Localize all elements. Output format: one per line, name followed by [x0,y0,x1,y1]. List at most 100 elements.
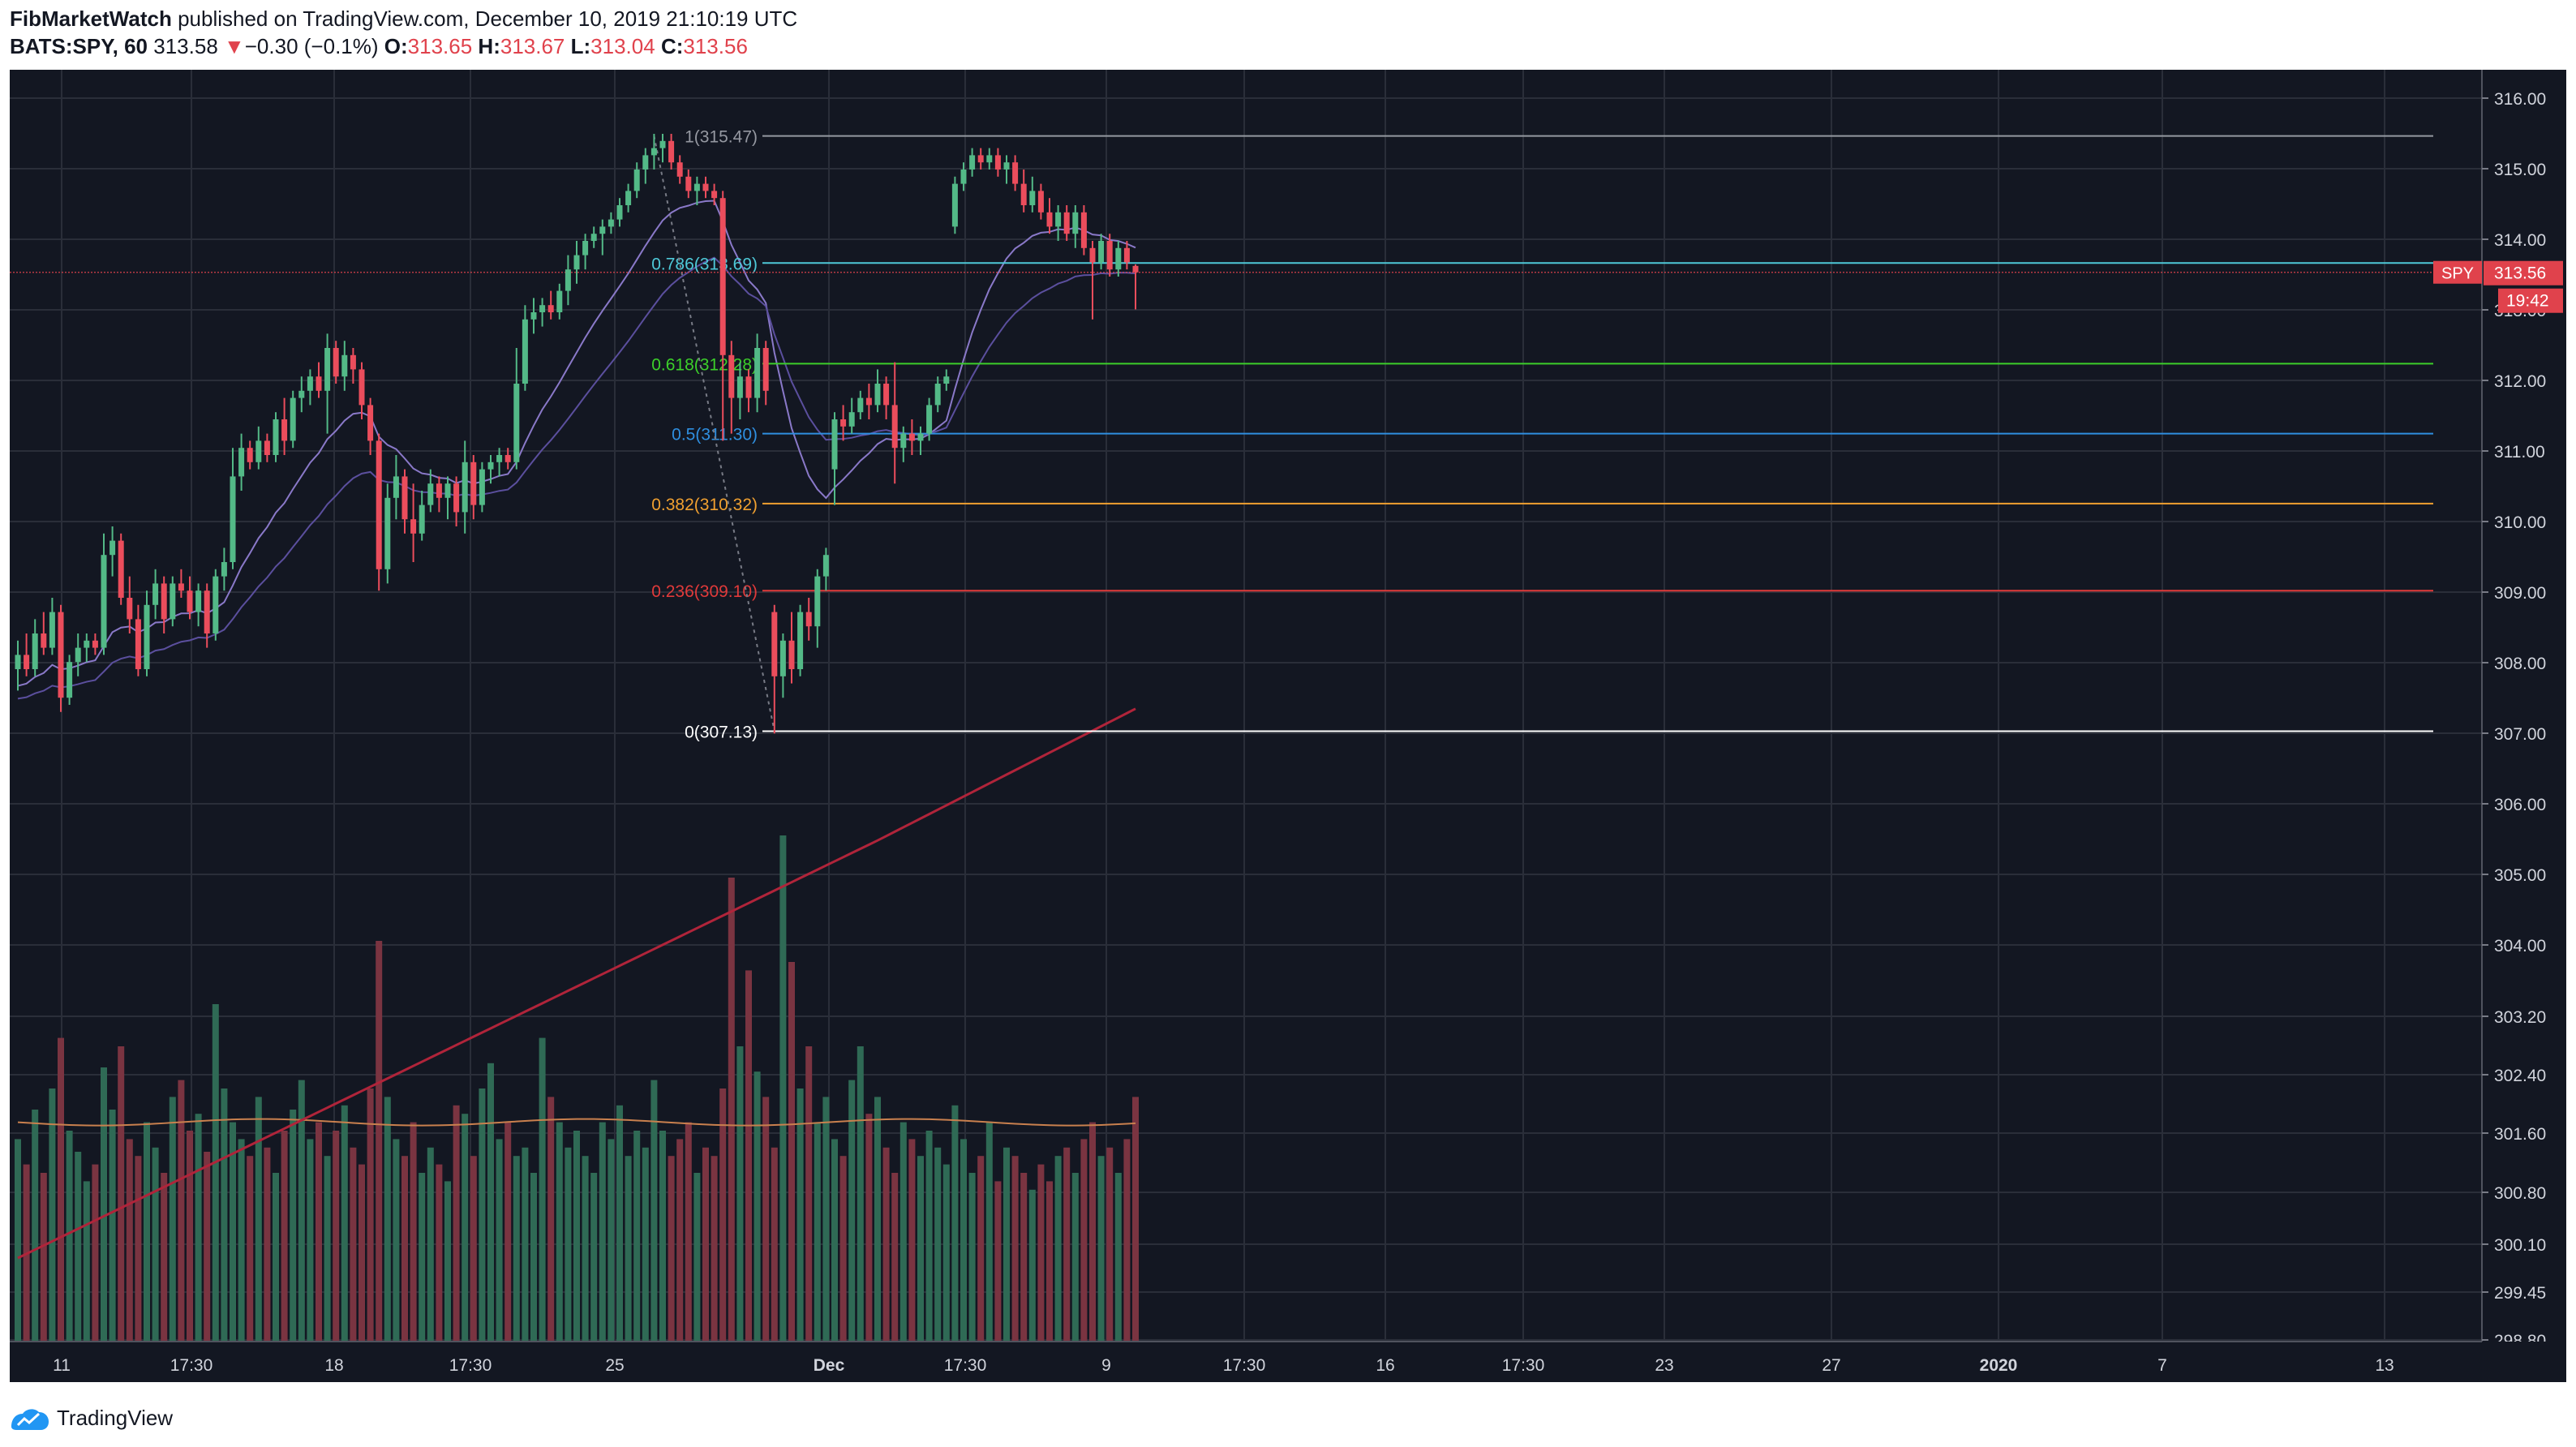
volume-bar [161,1173,168,1342]
candle-body [754,348,761,398]
time-tick-label: 9 [1101,1356,1111,1375]
volume-bar [384,1097,391,1342]
volume-bar [539,1037,546,1342]
publish-header: FibMarketWatch published on TradingView.… [10,6,797,32]
candle-body [771,612,778,676]
volume-bar [788,962,795,1342]
volume-bar [401,1156,408,1342]
volume-bar [178,1080,185,1342]
volume-bar [144,1122,150,1342]
last-price: 313.58 [153,34,218,58]
candle-body [401,476,408,520]
candle-body [1046,212,1053,227]
volume-moving-average [17,1118,1136,1127]
volume-bar [1054,1156,1062,1342]
candle-body [676,162,683,177]
volume-bar [728,878,735,1342]
volume-bar [152,1147,159,1342]
candle-body [840,419,847,427]
price-change: −0.30 (−0.1%) [244,34,379,58]
candle-body [547,305,554,312]
candle-body [376,440,382,569]
fib-level-label: 0.618(312.28) [651,355,758,374]
candle-body [470,462,477,505]
volume-bar [891,1173,899,1342]
volume-bar [204,1152,211,1342]
candle-body [49,612,55,648]
candle-body [822,555,829,577]
volume-bar [848,1080,856,1342]
fib-level-label: 0.5(311.30) [672,426,758,444]
author-name[interactable]: FibMarketWatch [10,6,172,31]
volume-bar [58,1037,64,1342]
candle-body [513,384,520,462]
candle-body [462,462,468,513]
volume-bar [135,1156,142,1342]
price-tick-label: 315.00 [2494,161,2546,179]
candle-body [668,140,675,163]
volume-bar [66,1131,73,1342]
volume-bar [15,1139,21,1342]
volume-bar [719,1088,727,1342]
candle-body [238,448,245,477]
volume-bar [599,1122,606,1342]
candle-body [178,583,184,591]
volume-bar [419,1173,426,1342]
candle-body [1037,191,1044,213]
volume-bar [736,1046,744,1342]
volume-bar [247,1156,254,1342]
candle-body [728,354,735,398]
volume-bar [968,1173,976,1342]
symbol-interval[interactable]: BATS:SPY, 60 [10,34,148,58]
candle-body [1029,191,1036,205]
volume-bar [951,1105,959,1342]
candle-body [616,205,623,220]
volume-bar [1114,1173,1122,1342]
last-price-tag-label: 313.56 [2494,264,2546,283]
volume-bar [590,1173,598,1342]
volume-bar [230,1122,236,1342]
fib-level-label: 0.382(310.32) [651,496,758,514]
price-tick-label: 306.00 [2494,796,2546,814]
volume-bar [822,1097,830,1342]
candle-body [496,455,503,462]
candle-body [135,619,141,669]
candle-body [1098,241,1105,263]
price-tick-label: 308.00 [2494,655,2546,673]
candle-body [986,155,993,163]
candle-body [693,183,700,191]
price-tick-label: 304.00 [2494,937,2546,955]
price-tick-label: 302.40 [2494,1067,2546,1085]
candle-body [530,312,537,320]
volume-bar [436,1164,443,1342]
candle-body [857,397,864,413]
price-tick-label: 305.00 [2494,866,2546,885]
candle-body [994,155,1001,170]
volume-bar [40,1173,47,1342]
time-tick-label: 17:30 [449,1356,492,1375]
candle-body [264,440,270,455]
volume-bar [925,1131,933,1342]
candle-body [590,234,597,241]
candle-body [926,405,933,434]
time-tick-label: 25 [605,1356,624,1375]
candle-body [848,412,855,427]
tradingview-brand[interactable]: TradingView [10,1402,173,1434]
price-tick-label: 312.00 [2494,372,2546,391]
volume-bar [264,1147,271,1342]
volume-bar [367,1088,374,1342]
volume-bar [1097,1156,1105,1342]
volume-bar [1037,1164,1045,1342]
candle-body [797,612,804,669]
time-tick-label: 2020 [1980,1356,2018,1375]
volume-bar [504,1122,512,1342]
candle-body [161,583,167,620]
volume-bar [1046,1181,1053,1342]
volume-bar [376,941,383,1342]
volume-bar [908,1139,916,1342]
volume-bar [547,1097,555,1342]
volume-bar [934,1147,942,1342]
volume-bar [805,1046,813,1342]
time-tick-label: 17:30 [1502,1356,1545,1375]
